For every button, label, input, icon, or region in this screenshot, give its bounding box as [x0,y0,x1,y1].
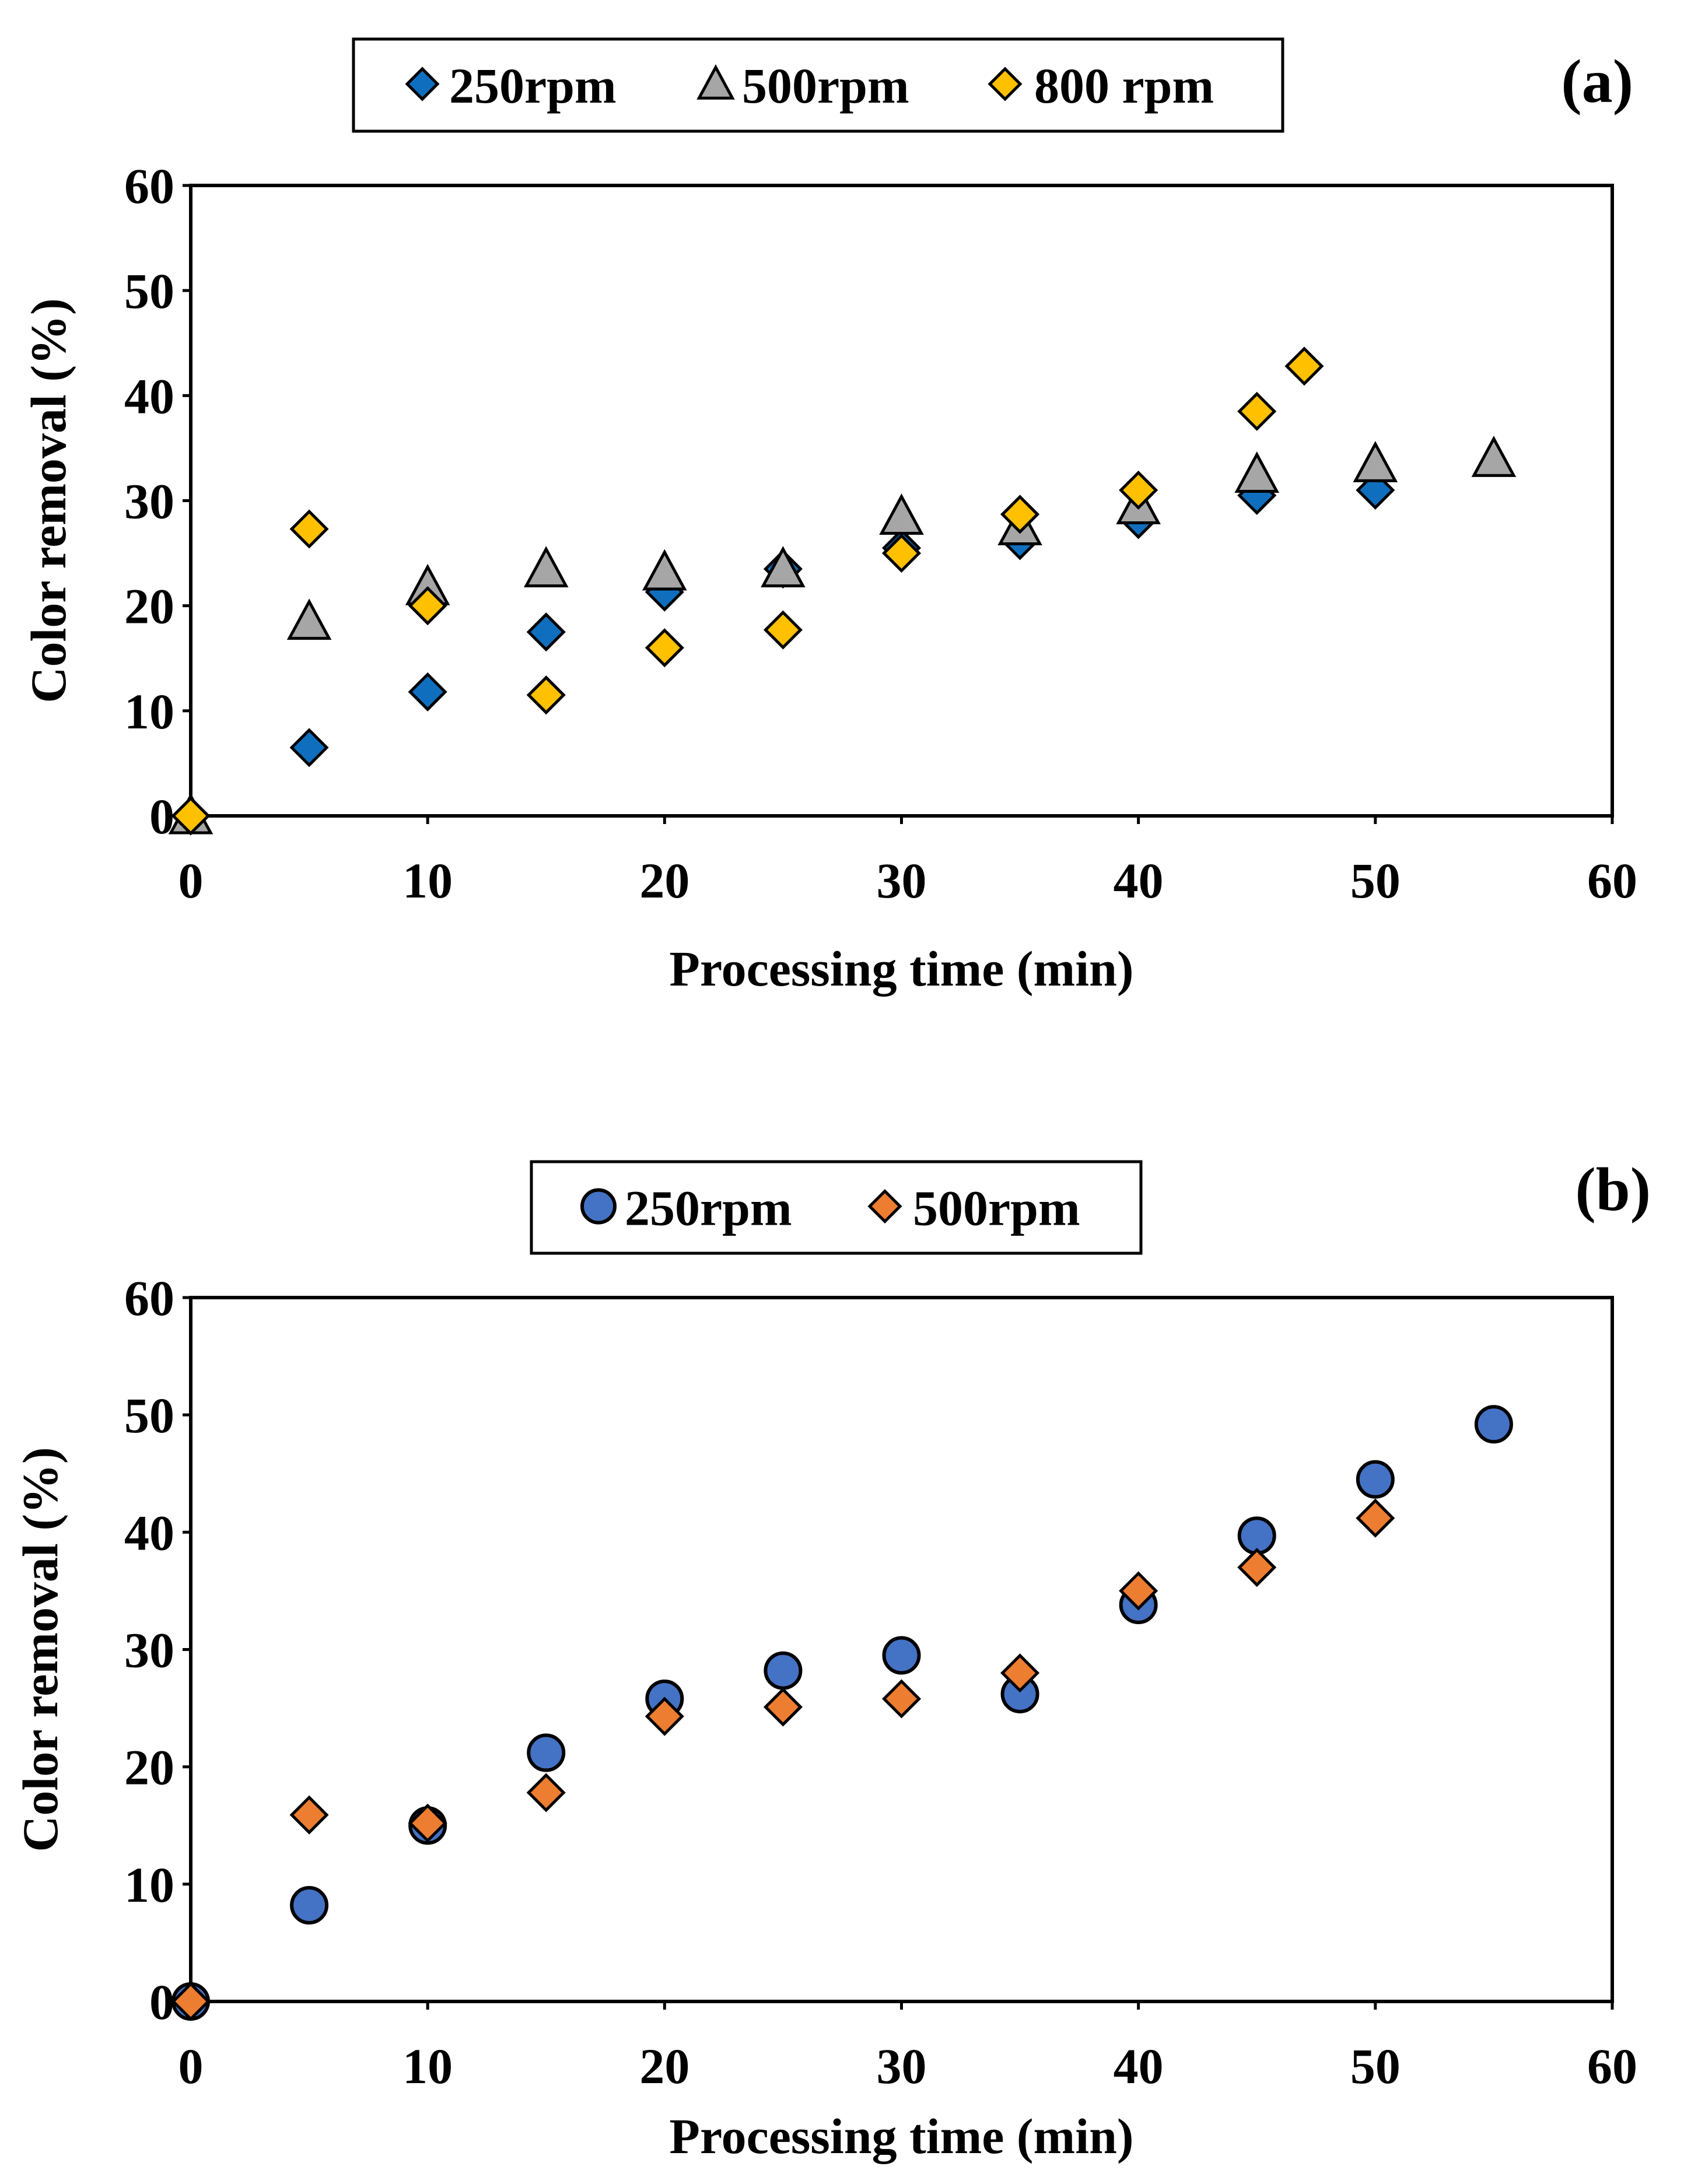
x-tick-label: 60 [1587,2038,1637,2094]
panel-label: (a) [1561,47,1633,115]
data-point [1000,495,1040,534]
data-point [526,1773,566,1813]
y-tick-label: 10 [124,1857,174,1913]
data-point [1119,1571,1158,1611]
y-tick-label: 30 [124,1622,174,1678]
y-tick-label: 50 [124,1387,174,1443]
data-point [1234,451,1280,493]
legend: 250rpm 500rpm 800 rpm [352,37,1284,133]
data-point [1356,1498,1395,1538]
x-axis-title: Processing time (min) [669,941,1133,997]
legend: 250rpm 500rpm [530,1160,1143,1255]
y-tick-label: 20 [124,1740,174,1796]
series-1 [168,436,1517,835]
y-axis-title: Color removal (%) [12,1447,68,1852]
legend-box [352,37,1284,133]
legend-marker [696,64,735,100]
legend-label: 800 rpm [1034,58,1214,114]
data-point [881,534,922,573]
legend-marker [580,1188,617,1225]
y-tick-label: 0 [149,1974,174,2030]
data-point [526,675,566,715]
x-tick-label: 30 [877,853,927,909]
legend-marker [867,1189,902,1224]
y-tick-label: 0 [149,788,174,844]
data-point [171,796,211,836]
data-point [1284,346,1324,386]
data-point [289,509,329,549]
x-tick-label: 20 [639,853,689,909]
data-point [881,1679,922,1719]
legend-label: 250rpm [625,1180,792,1236]
data-point [286,598,332,640]
series-2 [171,346,1324,836]
data-point [1474,1405,1513,1444]
x-tick-label: 40 [1114,853,1164,909]
data-point [526,612,566,652]
chart-panel-b: 0 10 20 30 40 50 60 0 10 20 30 40 50 60 Processing tim… [12,1155,1651,2164]
legend-marker [988,66,1023,101]
legend-box [530,1160,1143,1255]
data-point [882,1636,921,1675]
x-tick-label: 60 [1587,853,1637,909]
data-point [642,549,687,591]
y-tick-label: 20 [124,579,174,634]
data-point [1471,436,1517,477]
data-point [290,1886,329,1925]
y-tick-label: 30 [124,474,174,530]
x-tick-label: 50 [1350,2038,1401,2094]
series-1 [171,1498,1395,2021]
data-point [527,1733,566,1772]
legend-label: 250rpm [449,58,617,114]
data-point [408,1803,447,1843]
data-point [645,1696,684,1736]
data-point [408,586,447,626]
data-point [1356,1460,1395,1499]
data-point [1237,391,1277,431]
y-tick-label: 10 [124,683,174,739]
panel-label: (b) [1575,1155,1651,1224]
data-point [645,628,684,668]
x-tick-label: 0 [178,2038,204,2094]
series-0 [171,470,1395,836]
data-point [1000,1653,1040,1693]
y-tick-label: 50 [124,263,174,319]
x-tick-label: 30 [877,2038,927,2094]
data-point [289,1795,329,1835]
legend-label: 500rpm [913,1180,1080,1236]
data-point [1119,470,1158,510]
y-axis-title: Color removal (%) [20,298,76,703]
y-tick-label: 60 [124,158,174,214]
y-tick-label: 60 [124,1270,174,1326]
data-point [761,546,806,588]
data-point [763,610,803,650]
x-tick-label: 0 [178,853,204,909]
x-tick-label: 10 [402,2038,453,2094]
series-0 [171,1405,1513,2021]
legend-marker [405,66,440,101]
x-tick-label: 20 [639,2038,689,2094]
data-point [764,1651,803,1690]
data-point [763,1687,803,1727]
chart-panel-a: 0 10 20 30 40 50 60 0 10 20 30 40 50 60 Processing tim… [20,37,1637,997]
data-point [1237,1548,1277,1587]
data-point [408,672,447,711]
data-point [879,493,924,535]
x-tick-label: 50 [1350,853,1401,909]
x-tick-label: 10 [402,853,453,909]
x-axis-title: Processing time (min) [669,2108,1133,2164]
y-tick-label: 40 [124,368,174,424]
y-tick-label: 40 [124,1505,174,1561]
data-point [523,546,569,588]
data-point [171,1982,211,2021]
legend-label: 500rpm [742,58,909,114]
data-point [289,728,329,767]
data-point [1353,441,1398,482]
x-tick-label: 40 [1114,2038,1164,2094]
